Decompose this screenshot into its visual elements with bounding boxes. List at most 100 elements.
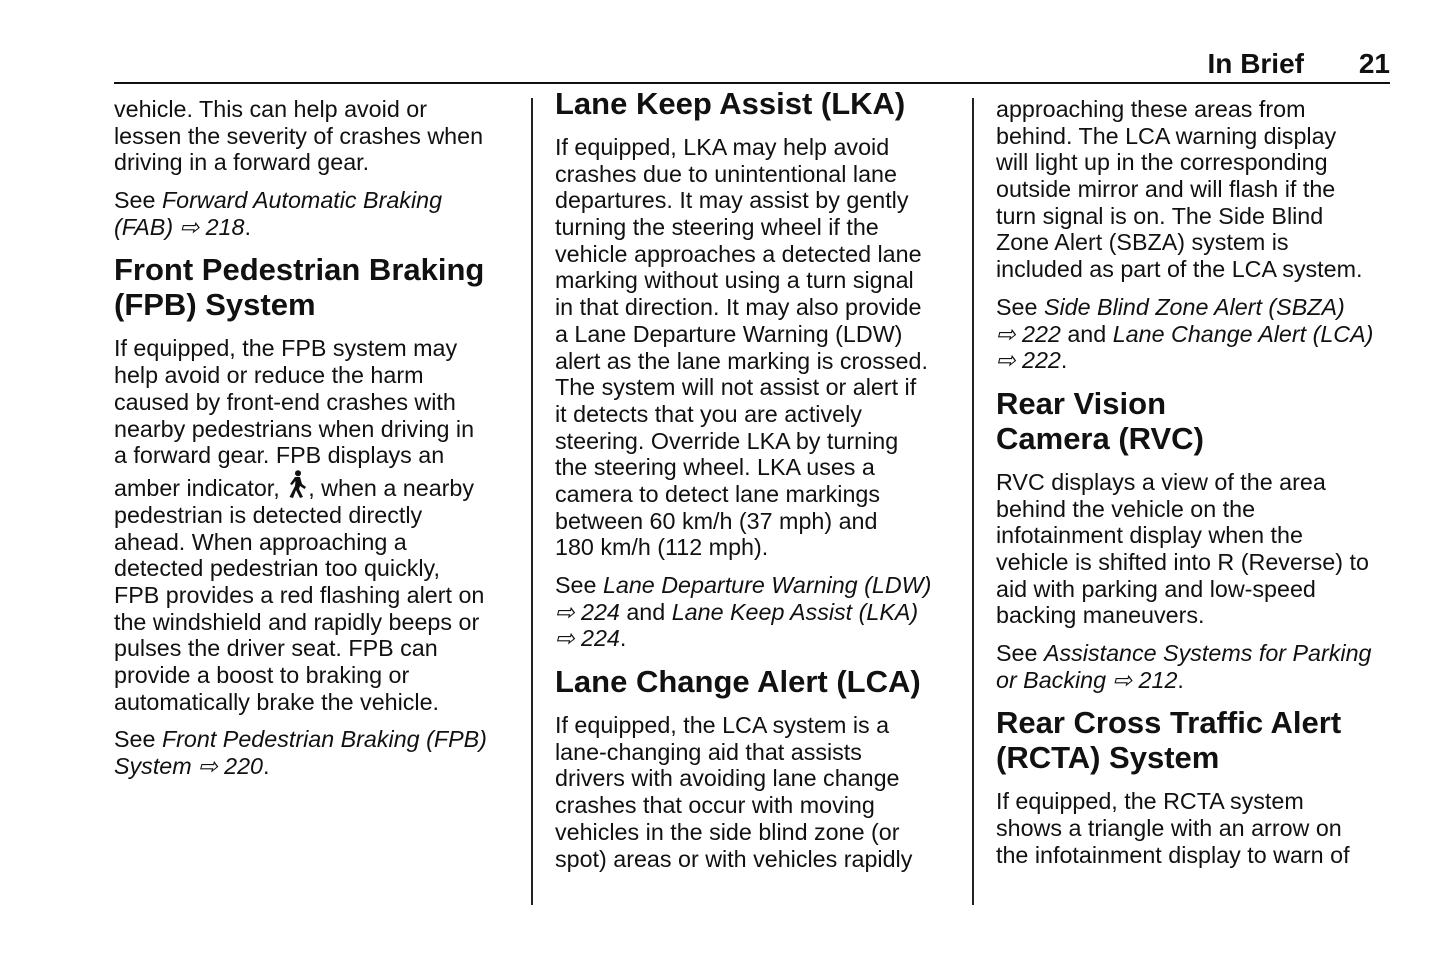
- text: included as part of the LCA system.: [996, 256, 1363, 283]
- text-line: The system will not assist or alert if: [555, 374, 955, 401]
- paragraph: See Front Pedestrian Braking (FPB) System…: [114, 726, 514, 779]
- text-line: approaching these areas from: [996, 96, 1396, 123]
- text: between 60 km/h (37 mph) and: [555, 507, 878, 534]
- text-line: Front Pedestrian Braking: [114, 252, 514, 287]
- text-line: FPB provides a red flashing alert on: [114, 582, 514, 609]
- text-line: driving in a forward gear.: [114, 149, 514, 176]
- text: a forward gear. FPB displays an: [114, 442, 445, 469]
- text: If equipped, the LCA system is a: [555, 712, 890, 739]
- text-line: See Assistance Systems for Parking: [996, 640, 1396, 667]
- text-line: caused by front-end crashes with: [114, 389, 514, 416]
- text-line: help avoid or reduce the harm: [114, 362, 514, 389]
- text: detected pedestrian too quickly,: [114, 555, 440, 582]
- cross-reference-link[interactable]: ⇨ 224: [555, 598, 620, 625]
- text-line: If equipped, LKA may help avoid: [555, 134, 955, 161]
- text: lessen the severity of crashes when: [114, 122, 484, 149]
- text: shows a triangle with an arrow on: [996, 815, 1342, 842]
- cross-reference-link[interactable]: Front Pedestrian Braking (FPB): [161, 726, 487, 753]
- text: behind the vehicle on the: [996, 495, 1256, 522]
- paragraph: If equipped, LKA may help avoid crashes d…: [555, 134, 955, 561]
- text: the steering wheel. LKA uses a: [555, 454, 875, 481]
- text: pulses the driver seat. FPB can: [114, 635, 438, 662]
- text-line: automatically brake the vehicle.: [114, 689, 514, 716]
- text-line: the infotainment display to warn of: [996, 842, 1396, 869]
- text-line: turn signal is on. The Side Blind: [996, 203, 1396, 230]
- cross-reference-link[interactable]: Lane Keep Assist (LKA): [671, 598, 919, 625]
- text-line: alert as the lane marking is crossed.: [555, 348, 955, 375]
- text: vehicle approaches a detected lane: [555, 240, 922, 267]
- text-line: lessen the severity of crashes when: [114, 123, 514, 150]
- text-line: backing maneuvers.: [996, 602, 1396, 629]
- text-line: System ⇨ 220.: [114, 753, 514, 780]
- text: If equipped, LKA may help avoid: [555, 134, 890, 160]
- paragraph: If equipped, the LCA system is a lane-cha…: [555, 712, 955, 872]
- text: alert as the lane marking is crossed.: [555, 347, 928, 374]
- text: See: [114, 726, 162, 753]
- text: See: [996, 293, 1044, 320]
- text: in that direction. It may also provide: [555, 294, 922, 321]
- cross-reference-link[interactable]: (FAB): [114, 213, 174, 240]
- text: crashes due to unintentional lane: [555, 160, 897, 187]
- text: spot) areas or with vehicles rapidly: [555, 845, 913, 872]
- text: FPB provides a red flashing alert on: [114, 581, 485, 608]
- text: turning the steering wheel if the: [555, 214, 879, 241]
- cross-reference-link[interactable]: ⇨ 218: [179, 213, 245, 240]
- column-1: vehicle. This can help avoid or lessen th…: [114, 96, 514, 791]
- cross-reference-link[interactable]: Forward Automatic Braking: [161, 187, 443, 214]
- text: Lane Keep Assist (LKA): [555, 86, 906, 121]
- text: driving in a forward gear.: [114, 149, 370, 176]
- text: marking without using a turn signal: [555, 267, 914, 294]
- text-line: See Forward Automatic Braking: [114, 187, 514, 214]
- text-line: RVC displays a view of the area: [996, 469, 1396, 496]
- section-title: In Brief: [1207, 48, 1304, 79]
- paragraph: If equipped, the FPB system may help avoi…: [114, 335, 514, 715]
- text: aid with parking and low-speed: [996, 575, 1316, 602]
- cross-reference-link[interactable]: Side Blind Zone Alert (SBZA): [1043, 293, 1345, 320]
- paragraph: See Forward Automatic Braking (FAB) ⇨ 218…: [114, 187, 514, 240]
- text: Front Pedestrian Braking: [114, 252, 485, 288]
- cross-reference-link[interactable]: Lane Departure Warning (LDW): [602, 572, 932, 598]
- cross-reference-link[interactable]: Lane Change Alert (LCA): [1112, 320, 1374, 347]
- text-line: vehicle is shifted into R (Reverse) to: [996, 549, 1396, 576]
- text-line: ⇨ 222 and Lane Change Alert (LCA): [996, 321, 1396, 348]
- cross-reference-link[interactable]: Assistance Systems for Parking: [1043, 640, 1372, 666]
- text: camera to detect lane markings: [555, 480, 881, 507]
- text-line: outside mirror and will flash if the: [996, 176, 1396, 203]
- text-line: See Side Blind Zone Alert (SBZA): [996, 294, 1396, 321]
- text: turn signal is on. The Side Blind: [996, 202, 1324, 229]
- text-line: included as part of the LCA system.: [996, 256, 1396, 283]
- text-line: a forward gear. FPB displays an: [114, 442, 514, 469]
- cross-reference-link[interactable]: ⇨ 222: [996, 347, 1061, 374]
- text-line: lane-changing aid that assists: [555, 739, 955, 766]
- text-line: (RCTA) System: [996, 740, 1396, 775]
- text-line: spot) areas or with vehicles rapidly: [555, 846, 955, 873]
- text-line: pulses the driver seat. FPB can: [114, 635, 514, 662]
- text-line: If equipped, the LCA system is a: [555, 712, 955, 739]
- column-2: Lane Keep Assist (LKA) If equipped, LKA m…: [555, 86, 955, 883]
- text-line: behind the vehicle on the: [996, 496, 1396, 523]
- text: RVC displays a view of the area: [996, 468, 1326, 495]
- text: See: [996, 640, 1044, 666]
- cross-reference-link[interactable]: or Backing ⇨ 212: [996, 666, 1178, 693]
- section-heading: Rear Vision Camera (RVC): [996, 386, 1396, 456]
- text-line: detected pedestrian too quickly,: [114, 555, 514, 582]
- column-divider: [972, 98, 974, 905]
- cross-reference-link[interactable]: ⇨ 222: [996, 320, 1061, 347]
- text-line: Lane Change Alert (LCA): [555, 664, 955, 699]
- text: and: [619, 598, 672, 625]
- cross-reference-link[interactable]: ⇨ 224: [555, 625, 620, 652]
- text-line: turning the steering wheel if the: [555, 214, 955, 241]
- cross-reference-link[interactable]: System ⇨ 220: [114, 753, 264, 780]
- text-line: crashes due to unintentional lane: [555, 161, 955, 188]
- text-line: (FAB) ⇨ 218.: [114, 214, 514, 241]
- text-line: (FPB) System: [114, 287, 514, 322]
- text: will light up in the corresponding: [996, 149, 1328, 176]
- text: If equipped, the RCTA system: [996, 788, 1304, 815]
- paragraph: See Side Blind Zone Alert (SBZA) ⇨ 222 an…: [996, 294, 1396, 374]
- text-line: pedestrian is detected directly: [114, 502, 514, 529]
- text: lane-changing aid that assists: [555, 738, 862, 765]
- text: .: [1177, 666, 1184, 693]
- text-line: departures. It may assist by gently: [555, 187, 955, 214]
- text-line: drivers with avoiding lane change: [555, 765, 955, 792]
- text-line: in that direction. It may also provide: [555, 294, 955, 321]
